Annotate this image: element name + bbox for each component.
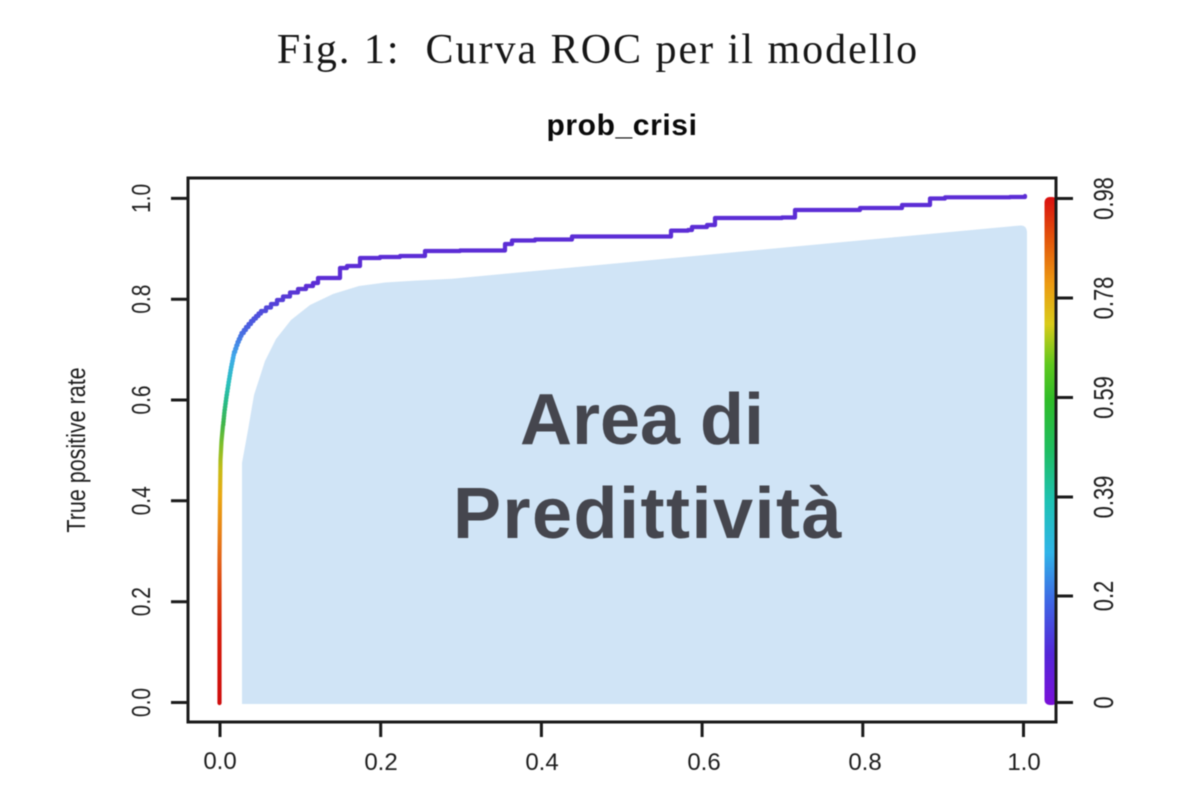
svg-text:0.98: 0.98 — [1089, 177, 1120, 220]
svg-text:prob_crisi: prob_crisi — [546, 109, 697, 142]
svg-text:0.2: 0.2 — [364, 749, 397, 776]
svg-text:0.6: 0.6 — [687, 749, 720, 776]
svg-text:Area di: Area di — [520, 380, 764, 460]
svg-text:1.0: 1.0 — [127, 184, 157, 213]
svg-text:True positive rate: True positive rate — [63, 367, 91, 532]
svg-text:0.2: 0.2 — [1089, 581, 1120, 612]
svg-text:0.4: 0.4 — [127, 486, 157, 515]
svg-text:0.2: 0.2 — [127, 587, 157, 616]
svg-text:Predittività: Predittività — [453, 474, 843, 554]
svg-text:0.6: 0.6 — [127, 385, 157, 414]
svg-text:0.59: 0.59 — [1089, 376, 1120, 419]
svg-text:0.8: 0.8 — [848, 749, 881, 776]
svg-text:0.0: 0.0 — [127, 688, 157, 717]
svg-text:0.4: 0.4 — [525, 749, 558, 776]
svg-text:1.0: 1.0 — [1007, 749, 1040, 776]
svg-text:0.0: 0.0 — [203, 748, 236, 775]
svg-text:0: 0 — [1089, 696, 1120, 708]
svg-text:0.78: 0.78 — [1089, 277, 1120, 320]
svg-text:0.8: 0.8 — [127, 285, 157, 314]
svg-text:0.39: 0.39 — [1089, 476, 1120, 519]
svg-text:Fig. 1: Curva ROC per il mode: Fig. 1: Curva ROC per il modello — [277, 27, 919, 73]
